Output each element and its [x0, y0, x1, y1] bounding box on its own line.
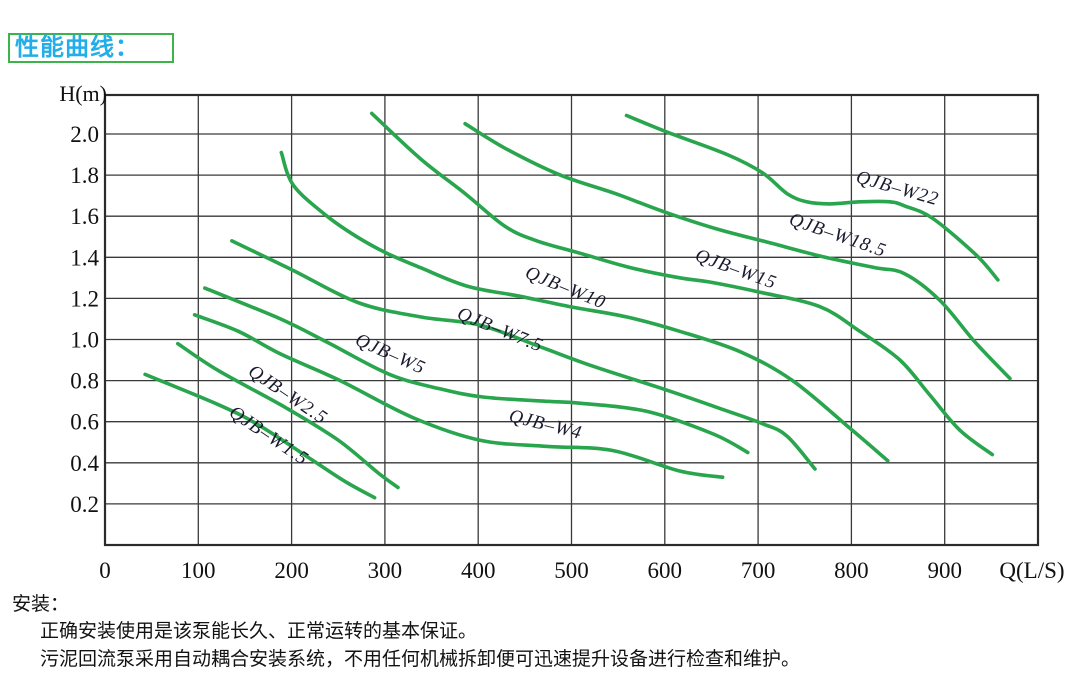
y-tick-label: 0.8: [70, 369, 99, 394]
page-title: 性能曲线：: [15, 34, 140, 61]
x-tick-label: 100: [181, 558, 216, 583]
curve-QJB-W18.5: [463, 121, 1012, 381]
x-tick-label: 500: [554, 558, 589, 583]
x-tick-label: 200: [274, 558, 309, 583]
installation-line-1: 正确安装使用是该泵能长久、正常运转的基本保证。: [40, 621, 478, 642]
installation-line-2: 污泥回流泵采用自动耦合安装系统，不用任何机械拆卸便可迅速提升设备进行检查和维护。: [40, 649, 801, 670]
y-tick-label: 1.4: [70, 245, 99, 270]
curve-QJB-W5: [203, 286, 750, 455]
curve-QJB-W1.5: [143, 372, 377, 500]
x-tick-label: 600: [648, 558, 683, 583]
y-tick-label: 1.8: [70, 163, 99, 188]
curve-label-QJB-W4: QJB–W4: [507, 405, 584, 443]
installation-section: 安装： 正确安装使用是该泵能长久、正常运转的基本保证。 污泥回流泵采用自动耦合安…: [12, 592, 1082, 674]
x-tick-label: 0: [99, 558, 111, 583]
section-title-box: 性能曲线：: [8, 33, 174, 63]
y-tick-label: 0.4: [70, 451, 99, 476]
curve-QJB-W10: [279, 150, 890, 463]
x-tick-label: 900: [927, 558, 962, 583]
x-tick-label: 700: [741, 558, 776, 583]
curve-QJB-W2.5: [176, 341, 400, 490]
curve-QJB-W15: [370, 111, 995, 457]
curve-QJB-W22: [624, 113, 1000, 282]
curve-label-QJB-W5: QJB–W5: [352, 329, 429, 379]
x-tick-label: 400: [461, 558, 496, 583]
y-tick-label: 1.6: [70, 204, 99, 229]
y-tick-label: 2.0: [70, 122, 99, 147]
x-axis-label: Q(L/S): [999, 558, 1064, 583]
y-tick-label: 1.2: [70, 286, 99, 311]
y-tick-label: 0.2: [70, 492, 99, 517]
y-tick-label: 1.0: [70, 328, 99, 353]
x-tick-label: 800: [834, 558, 869, 583]
plot-border: [103, 93, 1040, 547]
curve-label-QJB-W7.5: QJB–W7.5: [454, 303, 546, 357]
x-tick-label: 300: [368, 558, 403, 583]
installation-heading: 安装：: [12, 594, 70, 615]
curve-QJB-W4: [192, 313, 725, 479]
curve-QJB-W7.5: [230, 239, 817, 471]
y-axis-label: H(m): [59, 81, 107, 106]
y-tick-label: 0.6: [70, 410, 99, 435]
